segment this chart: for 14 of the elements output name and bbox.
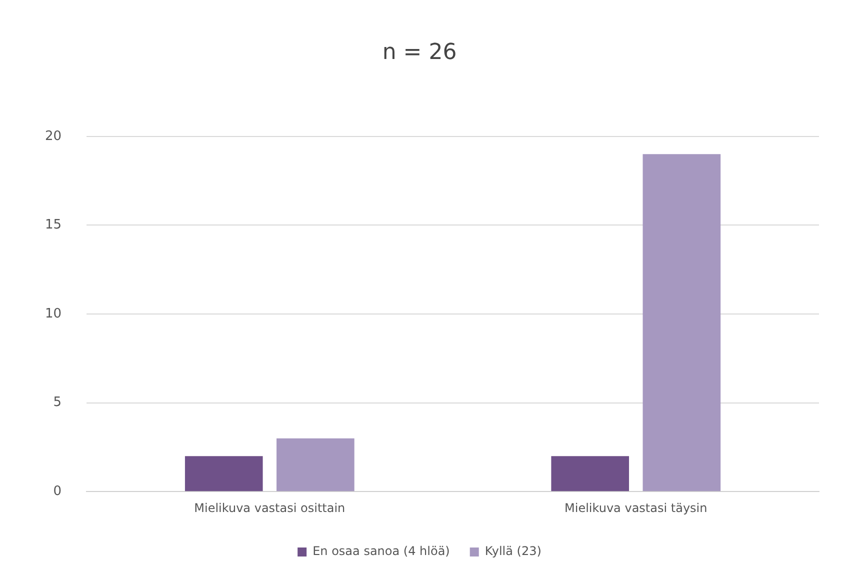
- y-tick-label: 0: [53, 484, 62, 499]
- bar: [276, 438, 354, 492]
- legend-label: Kyllä (23): [484, 544, 542, 558]
- x-tick-label: Mielikuva vastasi täysin: [564, 500, 708, 515]
- legend-label: En osaa sanoa (4 hlöä): [312, 544, 450, 558]
- y-tick-label: 10: [44, 306, 62, 322]
- bar: [184, 456, 263, 492]
- y-tick-label: 15: [44, 218, 62, 233]
- bar: [551, 456, 630, 492]
- chart-title: n = 26: [382, 40, 457, 65]
- y-tick-label: 20: [44, 128, 62, 144]
- y-tick-label: 5: [53, 395, 62, 410]
- x-tick-label: Mielikuva vastasi osittain: [194, 500, 346, 515]
- bar: [642, 154, 721, 492]
